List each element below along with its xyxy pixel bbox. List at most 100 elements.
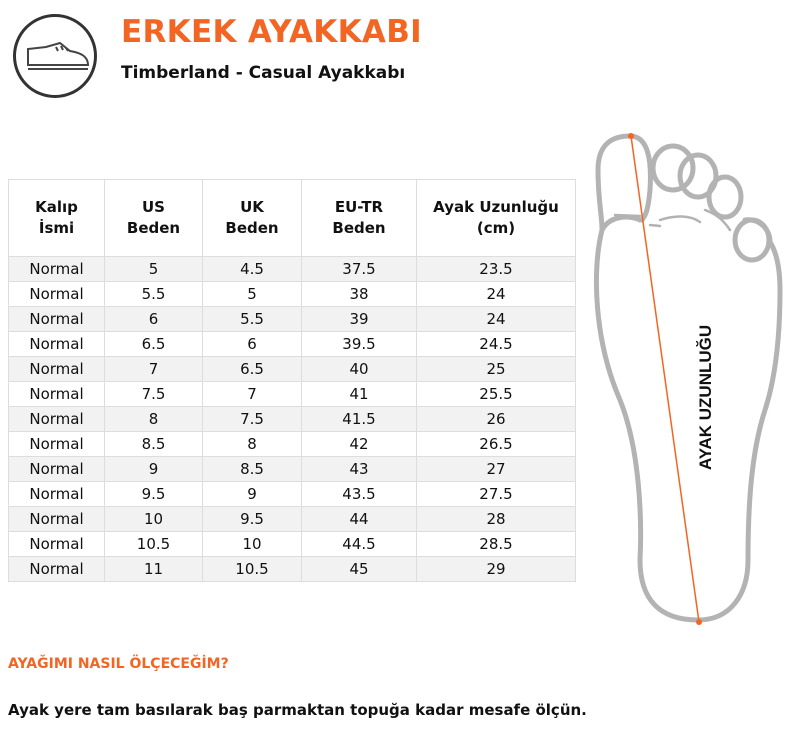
table-cell: 8.5 xyxy=(202,456,302,482)
table-cell: 5 xyxy=(104,256,203,282)
table-row: Normal 11 10.5 45 29 xyxy=(8,556,576,582)
product-subtitle: Timberland - Casual Ayakkabı xyxy=(121,63,406,83)
measure-line xyxy=(630,135,700,623)
shoe-icon xyxy=(27,41,90,70)
table-cell: 6 xyxy=(104,306,203,332)
table-cell: 40 xyxy=(301,356,417,382)
table-cell: 10 xyxy=(104,506,203,532)
table-cell: 7.5 xyxy=(202,406,302,432)
table-cell: 7 xyxy=(104,356,203,382)
table-cell: Normal xyxy=(8,281,105,307)
table-cell: 25.5 xyxy=(416,381,576,407)
how-to-measure-heading: AYAĞIMI NASIL ÖLÇECEĞİM? xyxy=(8,656,229,672)
table-cell: 7.5 xyxy=(104,381,203,407)
table-cell: 11 xyxy=(104,556,203,582)
table-cell: 38 xyxy=(301,281,417,307)
foot-length-label: AYAK UZUNLUĞU xyxy=(696,325,715,470)
measure-point-bottom xyxy=(696,619,702,625)
table-cell: 24 xyxy=(416,306,576,332)
table-cell: 24.5 xyxy=(416,331,576,357)
table-cell: Normal xyxy=(8,306,105,332)
column-header-line: EU-TR xyxy=(334,198,384,216)
column-header: EU-TR Beden xyxy=(301,179,417,257)
table-cell: 9.5 xyxy=(202,506,302,532)
table-cell: 10.5 xyxy=(104,531,203,557)
table-cell: Normal xyxy=(8,331,105,357)
table-cell: Normal xyxy=(8,556,105,582)
toe-3 xyxy=(677,152,719,200)
table-cell: Normal xyxy=(8,381,105,407)
table-cell: 43.5 xyxy=(301,481,417,507)
column-header-line: İsmi xyxy=(38,219,75,237)
how-to-measure-text: Ayak yere tam basılarak baş parmaktan to… xyxy=(8,701,587,719)
table-cell: Normal xyxy=(8,481,105,507)
toe-5 xyxy=(732,217,772,263)
column-header: Kalıp İsmi xyxy=(8,179,105,257)
table-cell: Normal xyxy=(8,456,105,482)
table-cell: 42 xyxy=(301,431,417,457)
table-cell: 5.5 xyxy=(104,281,203,307)
table-row: Normal 9.5 9 43.5 27.5 xyxy=(8,481,576,507)
table-cell: 26.5 xyxy=(416,431,576,457)
table-cell: Normal xyxy=(8,506,105,532)
table-cell: 45 xyxy=(301,556,417,582)
page-title: ERKEK AYAKKABI xyxy=(121,14,422,50)
table-cell: 10 xyxy=(202,531,302,557)
table-row: Normal 8.5 8 42 26.5 xyxy=(8,431,576,457)
table-cell: 44 xyxy=(301,506,417,532)
table-cell: 5 xyxy=(202,281,302,307)
column-header: Ayak Uzunluğu (cm) xyxy=(416,179,576,257)
table-row: Normal 6 5.5 39 24 xyxy=(8,306,576,332)
table-row: Normal 8 7.5 41.5 26 xyxy=(8,406,576,432)
table-cell: 28 xyxy=(416,506,576,532)
table-cell: 8 xyxy=(104,406,203,432)
table-cell: 39.5 xyxy=(301,331,417,357)
table-cell: Normal xyxy=(8,356,105,382)
table-row: Normal 10.5 10 44.5 28.5 xyxy=(8,531,576,557)
table-row: Normal 5 4.5 37.5 23.5 xyxy=(8,256,576,282)
column-header-line: Beden xyxy=(126,219,181,237)
toe-4 xyxy=(706,174,744,220)
table-cell: 37.5 xyxy=(301,256,417,282)
column-header: US Beden xyxy=(104,179,203,257)
column-header-line: Beden xyxy=(332,219,386,237)
column-header: UK Beden xyxy=(202,179,302,257)
big-toe xyxy=(599,133,653,233)
table-cell: Normal xyxy=(8,256,105,282)
table-cell: 41.5 xyxy=(301,406,417,432)
column-header-line: US xyxy=(142,198,165,216)
table-cell: 44.5 xyxy=(301,531,417,557)
table-cell: 27 xyxy=(416,456,576,482)
table-cell: Normal xyxy=(8,531,105,557)
table-cell: 4.5 xyxy=(202,256,302,282)
table-cell: 41 xyxy=(301,381,417,407)
shoe-logo xyxy=(13,14,97,98)
table-row: Normal 6.5 6 39.5 24.5 xyxy=(8,331,576,357)
table-cell: 7 xyxy=(202,381,302,407)
column-header-line: Kalıp xyxy=(35,198,78,216)
table-row: Normal 10 9.5 44 28 xyxy=(8,506,576,532)
column-header-line: Ayak Uzunluğu xyxy=(433,198,559,216)
table-cell: 25 xyxy=(416,356,576,382)
table-cell: 5.5 xyxy=(202,306,302,332)
table-cell: 9 xyxy=(202,481,302,507)
table-cell: 6.5 xyxy=(104,331,203,357)
table-row: Normal 5.5 5 38 24 xyxy=(8,281,576,307)
table-cell: 9 xyxy=(104,456,203,482)
table-row: Normal 7 6.5 40 25 xyxy=(8,356,576,382)
table-cell: 28.5 xyxy=(416,531,576,557)
foot-diagram: AYAK UZUNLUĞU xyxy=(593,133,783,625)
table-cell: 39 xyxy=(301,306,417,332)
column-header-line: UK xyxy=(240,198,264,216)
table-row: Normal 9 8.5 43 27 xyxy=(8,456,576,482)
table-cell: 27.5 xyxy=(416,481,576,507)
table-cell: 8 xyxy=(202,431,302,457)
size-table: Kalıp İsmi US Beden UK Beden EU-TR Beden Ayak Uz… xyxy=(8,179,576,582)
table-cell: 8.5 xyxy=(104,431,203,457)
table-cell: 29 xyxy=(416,556,576,582)
table-cell: 23.5 xyxy=(416,256,576,282)
table-cell: 9.5 xyxy=(104,481,203,507)
column-header-line: Beden xyxy=(225,219,279,237)
table-cell: 6 xyxy=(202,331,302,357)
table-row: Normal 7.5 7 41 25.5 xyxy=(8,381,576,407)
